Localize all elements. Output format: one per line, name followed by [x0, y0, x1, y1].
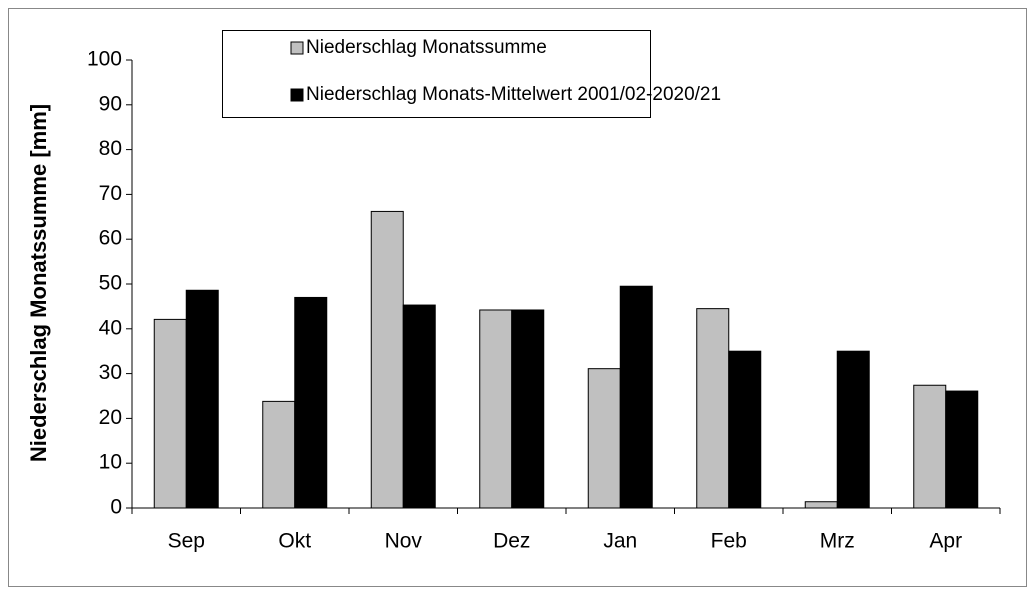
x-tick-label: Okt: [278, 530, 311, 553]
legend-swatch: [290, 88, 304, 102]
bar: [587, 368, 621, 509]
legend-label: Niederschlag Monatssumme: [306, 37, 547, 58]
x-tick-label: Sep: [168, 530, 205, 553]
y-tick-label: 50: [99, 272, 122, 295]
bar: [804, 501, 838, 509]
bar: [728, 350, 762, 509]
y-axis-label: Niederschlag Monatssumme [mm]: [26, 104, 51, 462]
y-tick-label: 90: [99, 92, 122, 115]
bar: [913, 384, 947, 509]
x-tick-label: Dez: [493, 530, 530, 553]
bar: [696, 308, 730, 509]
y-tick-label: 60: [99, 227, 122, 250]
y-tick-label: 40: [99, 316, 122, 339]
x-tick-label: Feb: [711, 530, 747, 553]
bar: [511, 309, 545, 509]
legend-label: Niederschlag Monats-Mittelwert 2001/02-2…: [306, 84, 721, 105]
bar: [153, 318, 187, 509]
y-tick-label: 100: [87, 48, 122, 71]
bar: [262, 400, 296, 509]
legend-swatch: [290, 41, 304, 55]
y-tick-label: 10: [99, 451, 122, 474]
bar: [370, 210, 404, 509]
y-tick-label: 80: [99, 137, 122, 160]
bar: [619, 285, 653, 509]
bar: [945, 390, 979, 509]
x-tick-label: Apr: [929, 530, 962, 553]
y-tick-label: 20: [99, 406, 122, 429]
bar: [294, 296, 328, 509]
y-tick-label: 0: [110, 496, 122, 519]
x-tick-label: Nov: [385, 530, 423, 553]
bar: [185, 289, 219, 509]
bar: [836, 350, 870, 509]
bar: [402, 304, 436, 509]
x-tick-label: Mrz: [820, 530, 855, 553]
y-tick-label: 30: [99, 361, 122, 384]
bar: [479, 309, 513, 509]
x-tick-label: Jan: [603, 530, 637, 553]
y-tick-label: 70: [99, 182, 122, 205]
